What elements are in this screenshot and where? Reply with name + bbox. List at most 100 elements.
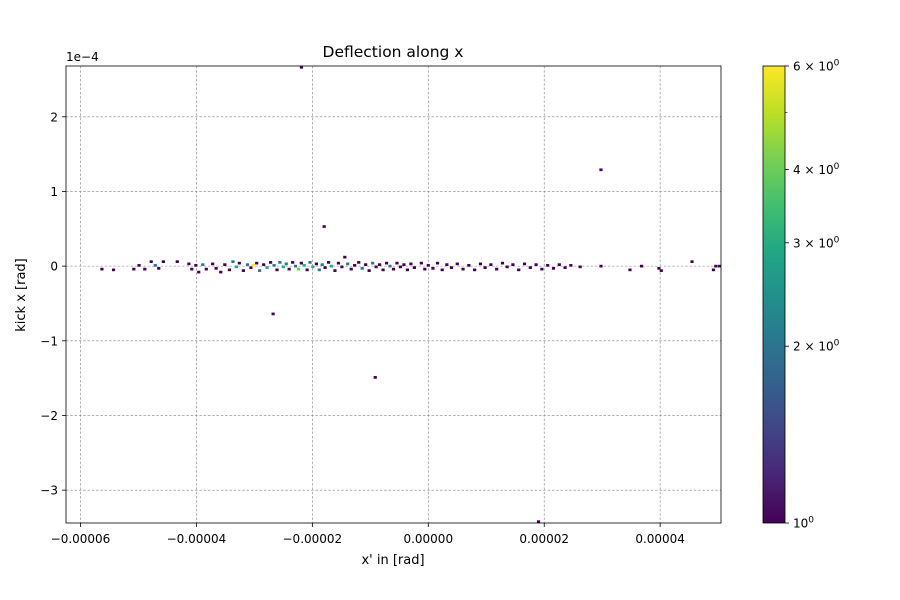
colorbar-tick-label: 2 × 100 bbox=[793, 339, 840, 354]
heatmap-cell bbox=[293, 264, 298, 268]
heatmap-cell bbox=[287, 267, 291, 271]
heatmap-cell bbox=[265, 266, 269, 269]
heatmap-cell bbox=[357, 261, 361, 264]
x-tick-label: −0.00006 bbox=[51, 532, 111, 546]
heatmap-cell bbox=[197, 270, 201, 274]
x-axis-label: x' in [rad] bbox=[361, 553, 424, 568]
heatmap-cell bbox=[478, 262, 483, 266]
heatmap-cells bbox=[100, 66, 721, 523]
heatmap-cell bbox=[299, 261, 303, 265]
heatmap-cell bbox=[522, 262, 527, 266]
heatmap-cell bbox=[540, 267, 544, 271]
x-tick-label: −0.00002 bbox=[283, 532, 343, 546]
heatmap-cell bbox=[100, 267, 104, 271]
y-tick-label: 1 bbox=[50, 185, 58, 199]
heatmap-cell bbox=[302, 264, 306, 267]
heatmap-cell bbox=[657, 267, 661, 270]
heatmap-cell bbox=[435, 261, 440, 265]
heatmap-cell bbox=[495, 267, 499, 271]
heatmap-cell bbox=[190, 267, 194, 271]
heatmap-cell bbox=[308, 261, 312, 264]
heatmap-cell bbox=[234, 265, 239, 269]
heatmap-cell bbox=[323, 266, 327, 269]
x-axis-ticks: −0.00006 −0.00004 −0.00002 0.00000 0.00002 0.… bbox=[51, 523, 685, 546]
heatmap-cell bbox=[528, 266, 532, 269]
heatmap-cell bbox=[153, 264, 157, 267]
heatmap-cell bbox=[536, 520, 541, 523]
heatmap-cell bbox=[367, 269, 371, 272]
heatmap-cell bbox=[505, 265, 509, 269]
heatmap-cell bbox=[143, 267, 147, 271]
heatmap-cell bbox=[249, 266, 253, 269]
heatmap-cell bbox=[275, 268, 279, 272]
heatmap-cell bbox=[223, 263, 227, 266]
heatmap-cell bbox=[137, 264, 141, 267]
heatmap-cell bbox=[269, 261, 273, 264]
chart-title: Deflection along x bbox=[323, 43, 464, 61]
heatmap-cell bbox=[717, 264, 721, 268]
heatmap-cell bbox=[500, 261, 505, 265]
colorbar-ticks: 100 2 × 100 3 × 100 4 × 100 6 × 100 bbox=[785, 59, 840, 531]
heatmap-cell bbox=[381, 268, 385, 272]
heatmap-cell bbox=[326, 261, 331, 264]
heatmap-cell bbox=[578, 265, 582, 269]
heatmap-cell bbox=[343, 255, 347, 259]
heatmap-cell bbox=[349, 267, 353, 271]
x-tick-label: 0.00000 bbox=[403, 532, 453, 546]
heatmap-cell bbox=[305, 268, 309, 272]
colorbar: 100 2 × 100 3 × 100 4 × 100 6 × 100 bbox=[762, 59, 840, 531]
heatmap-cell bbox=[149, 260, 153, 263]
heatmap-cell bbox=[278, 261, 282, 264]
heatmap-cell bbox=[187, 262, 191, 266]
heatmap-cell bbox=[271, 312, 275, 316]
heatmap-cell bbox=[299, 66, 304, 69]
heatmap-cell bbox=[258, 269, 262, 272]
heatmap-cell bbox=[563, 266, 567, 269]
heatmap-cell bbox=[291, 261, 295, 264]
heatmap-cell bbox=[333, 269, 337, 272]
heatmap-cell bbox=[360, 267, 364, 270]
heatmap-cell bbox=[557, 263, 561, 266]
heatmap-cell bbox=[255, 261, 259, 265]
heatmap-cell bbox=[237, 261, 241, 265]
heatmap-cell bbox=[320, 263, 324, 266]
heatmap-cell bbox=[455, 262, 459, 266]
heatmap-cell bbox=[489, 263, 493, 266]
heatmap-cell bbox=[599, 168, 603, 172]
heatmap-cell bbox=[449, 266, 454, 269]
heatmap-cell bbox=[281, 265, 285, 269]
heatmap-cell bbox=[659, 269, 663, 272]
y-tick-label: −2 bbox=[40, 409, 58, 423]
heatmap-cell bbox=[219, 270, 223, 274]
heatmap-cell bbox=[546, 264, 550, 267]
heatmap-cell bbox=[569, 264, 573, 267]
y-tick-label: −3 bbox=[40, 484, 58, 498]
heatmap-cell bbox=[628, 268, 632, 272]
heatmap-cell bbox=[398, 265, 403, 269]
heatmap-cell bbox=[690, 260, 694, 263]
heatmap-cell bbox=[175, 260, 179, 263]
colorbar-tick-label: 3 × 100 bbox=[793, 235, 840, 250]
heatmap-cell bbox=[461, 267, 465, 271]
heatmap-cell bbox=[157, 267, 161, 270]
heatmap-cell bbox=[639, 264, 644, 268]
heatmap-cell bbox=[511, 263, 515, 266]
heatmap-cell bbox=[340, 265, 344, 269]
heatmap-cell bbox=[201, 263, 205, 266]
heatmap-cell bbox=[322, 225, 326, 228]
heatmap-cell bbox=[384, 261, 389, 265]
heatmap-cell bbox=[402, 263, 406, 266]
heatmap-cell bbox=[241, 269, 245, 272]
heatmap-cell bbox=[412, 266, 416, 269]
heatmap-cell bbox=[227, 268, 232, 272]
y-offset-label: 1e−4 bbox=[66, 50, 99, 64]
heatmap-cell bbox=[371, 261, 375, 265]
heatmap-cell bbox=[329, 264, 334, 268]
heatmap-cell bbox=[388, 264, 392, 268]
heatmap-cell bbox=[473, 268, 477, 272]
x-tick-label: 0.00002 bbox=[519, 532, 569, 546]
heatmap-cell bbox=[364, 263, 368, 266]
heatmap-cell bbox=[194, 264, 198, 267]
y-tick-label: 2 bbox=[50, 110, 58, 124]
